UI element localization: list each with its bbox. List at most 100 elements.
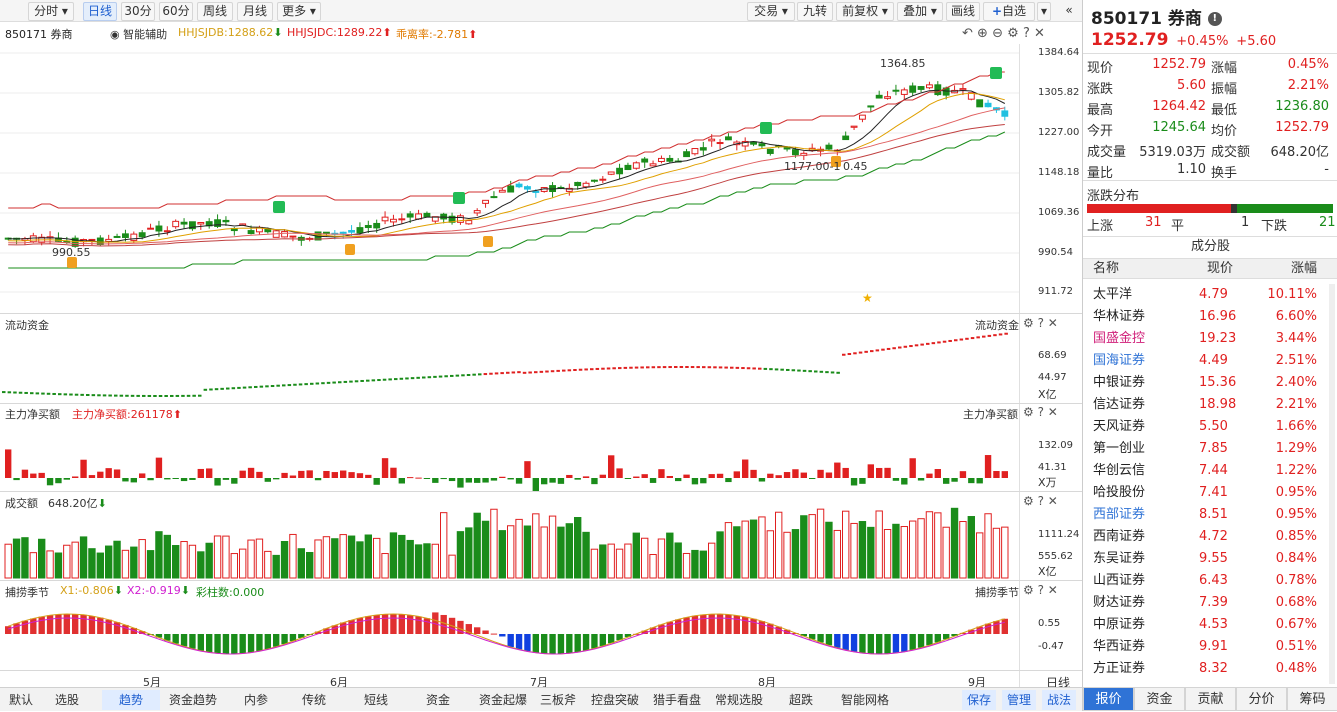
list-item[interactable]: 中银证券 15.36 2.40% (1083, 372, 1331, 394)
list-item[interactable]: 山西证券 6.43 0.78% (1083, 570, 1331, 592)
list-item[interactable]: 国海证券 4.49 2.51% (1083, 350, 1331, 372)
tab-smart-grid[interactable]: 智能网格 (840, 693, 889, 707)
netbuy-bar (783, 472, 791, 478)
close-icon[interactable]: ✕ (1033, 26, 1045, 41)
season-bar (172, 634, 179, 644)
list-item[interactable]: 天风证券 5.50 1.66% (1083, 416, 1331, 438)
col-name[interactable]: 名称 (1093, 261, 1120, 276)
close-icon[interactable]: ✕ (1047, 405, 1058, 419)
netbuy-bar (624, 478, 632, 479)
help-icon[interactable]: ? (1037, 494, 1044, 508)
list-item[interactable]: 西部证券 8.51 0.95% (1083, 504, 1331, 526)
manage-button[interactable]: 管理 (1002, 690, 1036, 710)
turnover-bar (490, 508, 498, 579)
settings-icon[interactable]: ⚙ (1007, 26, 1019, 41)
tab-fund[interactable]: 资金 (425, 693, 450, 707)
tab-oversold[interactable]: 超跌 (788, 693, 813, 707)
assist-toggle[interactable]: ◉ 智能辅助 (110, 28, 168, 41)
close-icon[interactable]: ✕ (1047, 494, 1058, 508)
tab-daily[interactable]: 日线 (83, 2, 117, 21)
right-tab[interactable]: 分价 (1236, 687, 1287, 711)
list-item[interactable]: 方正证券 8.32 0.48% (1083, 658, 1331, 680)
tab-insider[interactable]: 内参 (243, 693, 268, 707)
tab-regular-pick[interactable]: 常规选股 (714, 693, 763, 707)
list-item[interactable]: 第一创业 7.85 1.29% (1083, 438, 1331, 460)
list-item[interactable]: 西南证券 4.72 0.85% (1083, 526, 1331, 548)
tab-monthly[interactable]: 月线 (237, 2, 273, 21)
list-item[interactable]: 华西证券 9.91 0.51% (1083, 636, 1331, 658)
list-item[interactable]: 哈投股份 7.41 0.95% (1083, 482, 1331, 504)
tab-control-break[interactable]: 控盘突破 (590, 693, 639, 707)
netbuy-bar (943, 478, 950, 484)
trade-dropdown[interactable]: 交易 ▾ (747, 2, 795, 21)
tab-trend[interactable]: 趋势 (102, 690, 160, 710)
right-tab[interactable]: 筹码 (1287, 687, 1337, 711)
draw-button[interactable]: 画线 (946, 2, 980, 21)
back-icon[interactable]: ↶ (962, 26, 973, 41)
tab-fund-trend[interactable]: 资金趋势 (168, 693, 217, 707)
tab-three-axes[interactable]: 三板斧 (539, 693, 576, 707)
netbuy-bar (214, 478, 221, 486)
right-tab[interactable]: 资金 (1134, 687, 1185, 711)
settings-icon[interactable]: ⚙ (1023, 405, 1034, 419)
season-bar (641, 630, 648, 634)
save-button[interactable]: 保存 (962, 690, 996, 710)
col-price[interactable]: 现价 (1207, 261, 1234, 276)
zoom-in-icon[interactable]: ⊕ (977, 26, 988, 41)
tab-fund-burst[interactable]: 资金起爆 (478, 693, 527, 707)
turnover-bar (540, 526, 548, 579)
more-dropdown[interactable]: 更多 ▾ (277, 2, 321, 21)
season-bar (97, 617, 104, 634)
list-item[interactable]: 中原证券 4.53 0.67% (1083, 614, 1331, 636)
tab-traditional[interactable]: 传统 (301, 693, 326, 707)
season-bar (549, 634, 556, 654)
list-item[interactable]: 太平洋 4.79 10.11% (1083, 284, 1331, 306)
turnover-bar (900, 526, 908, 579)
tab-hunter[interactable]: 猎手看盘 (652, 693, 701, 707)
netbuy-bar (289, 475, 297, 478)
settings-icon[interactable]: ⚙ (1023, 494, 1034, 508)
list-item[interactable]: 信达证券 18.98 2.21% (1083, 394, 1331, 416)
list-item[interactable]: 东吴证券 9.55 0.84% (1083, 548, 1331, 570)
netbuy-bar (231, 478, 238, 484)
zoom-out-icon[interactable]: ⊖ (992, 26, 1003, 41)
close-icon[interactable]: ✕ (1047, 316, 1058, 330)
help-icon[interactable]: ? (1022, 26, 1030, 41)
adjust-dropdown[interactable]: 前复权 ▾ (836, 2, 894, 21)
list-item[interactable]: 华创云信 7.44 1.22% (1083, 460, 1331, 482)
candle-body (850, 125, 858, 128)
close-icon[interactable]: ✕ (1047, 583, 1058, 597)
turnover-bar (674, 542, 682, 579)
season-bar (281, 634, 288, 645)
tab-weekly[interactable]: 周线 (197, 2, 233, 21)
col-change[interactable]: 涨幅 (1291, 261, 1318, 276)
strategy-button[interactable]: 战法 (1042, 690, 1076, 710)
nine-turn-button[interactable]: 九转 (797, 2, 833, 21)
help-icon[interactable]: ? (1037, 583, 1044, 597)
tab-fenshi[interactable]: 分时 ▾ (28, 2, 74, 21)
list-item[interactable]: 财达证券 7.39 0.68% (1083, 592, 1331, 614)
low-price-label: 990.55 (52, 246, 91, 259)
settings-icon[interactable]: ⚙ (1023, 316, 1034, 330)
help-icon[interactable]: ? (1037, 405, 1044, 419)
settings-icon[interactable]: ⚙ (1023, 583, 1034, 597)
help-icon[interactable]: ? (1037, 316, 1044, 330)
right-tab[interactable]: 报价 (1083, 687, 1134, 711)
list-item[interactable]: 华林证券 16.96 6.60% (1083, 306, 1331, 328)
tab-stock-pick[interactable]: 选股 (54, 693, 79, 707)
list-item[interactable]: 国盛金控 19.23 3.44% (1083, 328, 1331, 350)
overlay-dropdown[interactable]: 叠加 ▾ (897, 2, 943, 21)
components-scrollbar[interactable] (1329, 284, 1335, 684)
tab-60min[interactable]: 60分 (159, 2, 193, 21)
candle-body (364, 224, 372, 229)
info-icon[interactable]: ! (1207, 12, 1222, 26)
change-value: +5.60 (1236, 34, 1277, 49)
season-bar (373, 614, 380, 634)
add-watchlist-button[interactable]: +自选 (983, 2, 1035, 21)
collapse-panel-icon[interactable]: « (1065, 3, 1073, 17)
watchlist-dropdown-arrow[interactable]: ▾ (1037, 2, 1051, 21)
right-tab[interactable]: 贡献 (1185, 687, 1236, 711)
tab-short-term[interactable]: 短线 (363, 693, 388, 707)
tab-30min[interactable]: 30分 (121, 2, 155, 21)
tab-default[interactable]: 默认 (8, 693, 33, 707)
